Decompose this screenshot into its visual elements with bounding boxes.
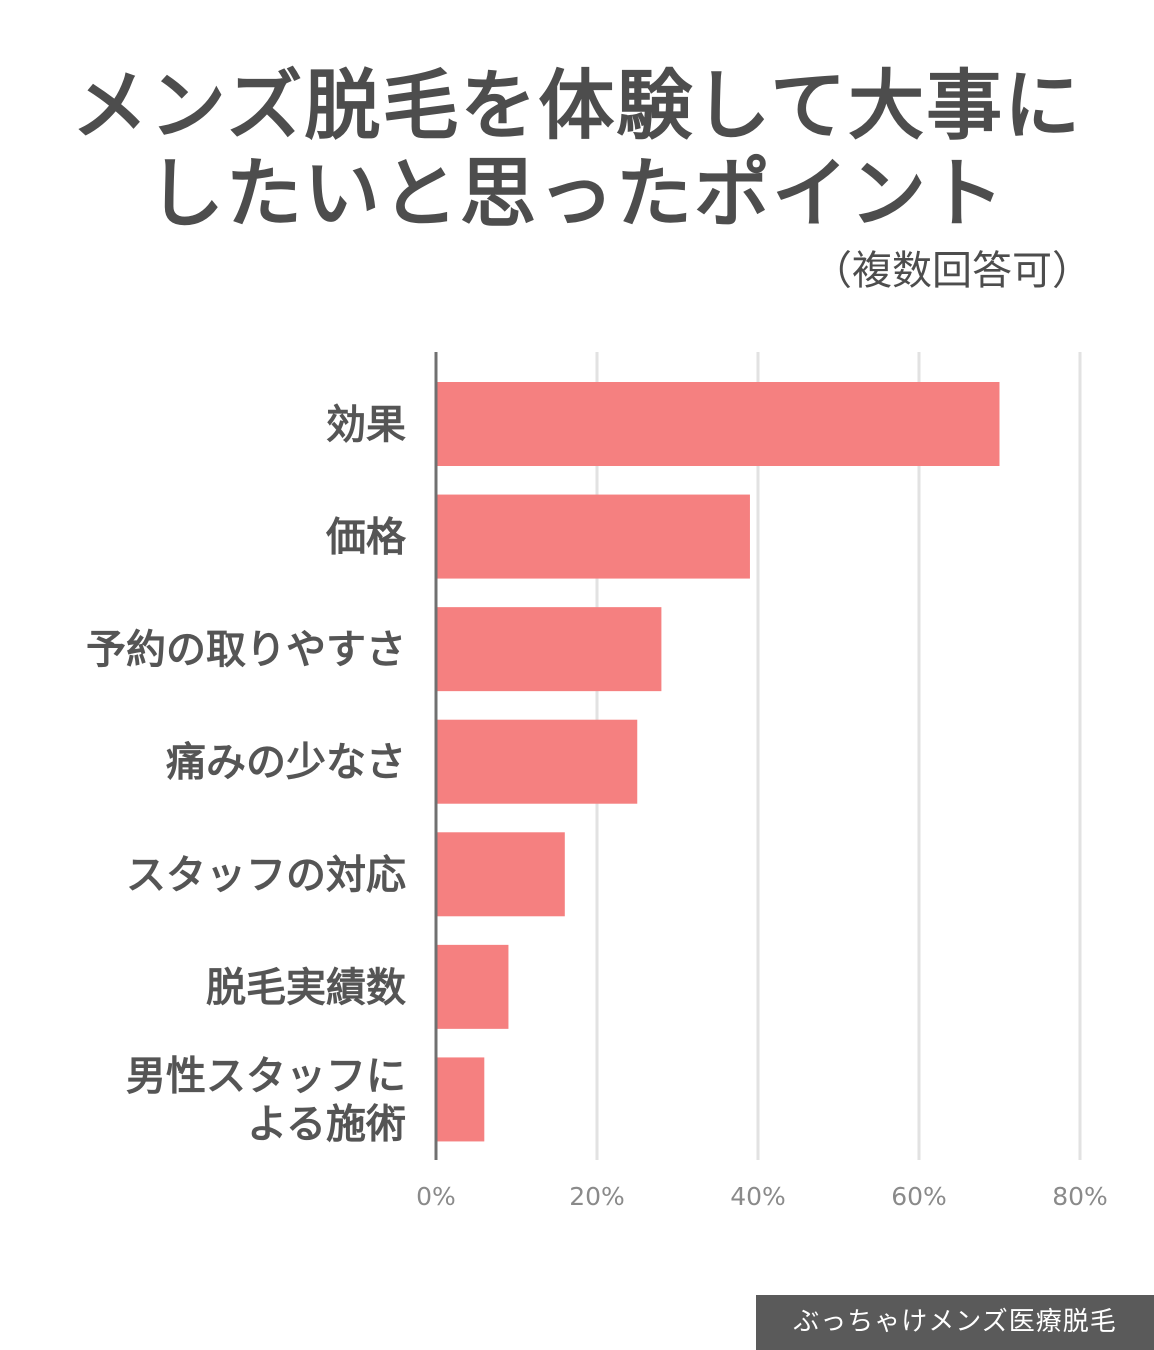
x-tick-label: 60%	[891, 1182, 947, 1211]
category-label: 効果	[326, 402, 406, 448]
chart-title: メンズ脱毛を体験して大事に したいと思ったポイント	[0, 62, 1154, 238]
category-label: スタッフの対応	[126, 852, 406, 898]
bar	[436, 1057, 485, 1142]
bar	[436, 494, 750, 579]
x-tick-label: 80%	[1052, 1182, 1108, 1211]
category-label: よる施術	[247, 1101, 406, 1147]
x-tick-label: 20%	[569, 1182, 625, 1211]
footer-watermark: ぶっちゃけメンズ医療脱毛	[756, 1295, 1154, 1350]
bar	[436, 719, 638, 804]
bar-chart: 0% 20% 40% 60% 80% 効果価格予約の取りやすさ痛みの少なさスタッフの対応脱…	[86, 352, 1108, 1211]
x-tick-label: 0%	[416, 1182, 456, 1211]
category-label: 男性スタッフに	[126, 1053, 406, 1099]
chart-title-line-2: したいと思ったポイント	[148, 149, 1006, 238]
category-label: 価格	[325, 515, 407, 561]
category-label: 予約の取りやすさ	[86, 627, 406, 673]
bar	[436, 944, 509, 1029]
bar	[436, 382, 1000, 466]
category-label: 脱毛実績数	[206, 965, 406, 1011]
chart-subtitle: （複数回答可）	[812, 248, 1092, 294]
bar	[436, 832, 565, 917]
category-label: 痛みの少なさ	[166, 740, 406, 786]
chart-title-line-1: メンズ脱毛を体験して大事に	[71, 61, 1083, 150]
x-tick-label: 40%	[730, 1182, 786, 1211]
bar	[436, 607, 662, 692]
